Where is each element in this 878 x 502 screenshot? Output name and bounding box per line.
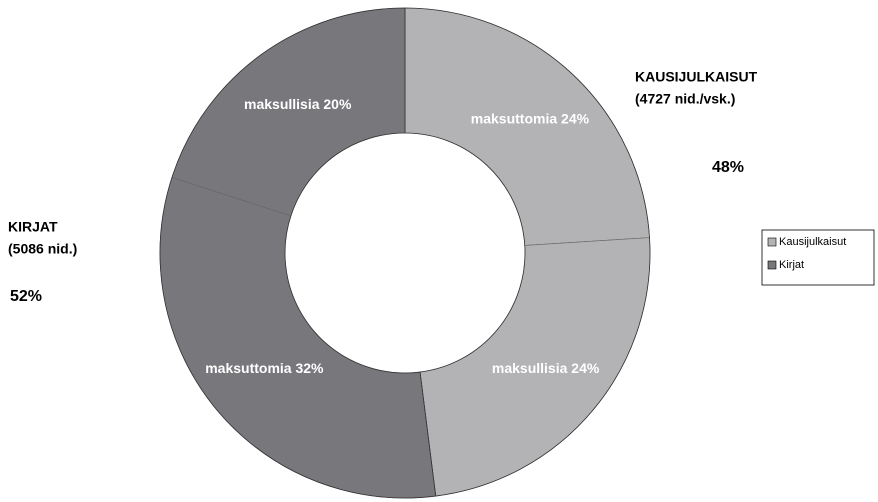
- group-outline: [159, 7, 437, 499]
- group-outline: [404, 7, 651, 497]
- group-label: KAUSIJULKAISUT: [635, 69, 758, 85]
- group-label: (5086 nid.): [8, 241, 77, 257]
- legend-swatch: [767, 260, 777, 270]
- legend-label: Kirjat: [779, 259, 804, 271]
- donut-segment: [404, 7, 650, 246]
- segment-label: maksullisia 24%: [492, 360, 600, 376]
- segment-label: maksullisia 20%: [244, 96, 352, 112]
- segment-label: maksuttomia 24%: [471, 111, 590, 127]
- legend-swatch: [767, 237, 777, 247]
- group-value-label: 48%: [712, 159, 744, 176]
- group-value-label: 52%: [10, 288, 42, 305]
- segment-label: maksuttomia 32%: [205, 360, 324, 376]
- group-label: KIRJAT: [8, 219, 58, 235]
- legend-label: Kausijulkaisut: [779, 236, 846, 248]
- group-label: (4727 nid./vsk.): [635, 91, 735, 107]
- donut-segment: [159, 176, 437, 499]
- legend-box: [761, 229, 875, 286]
